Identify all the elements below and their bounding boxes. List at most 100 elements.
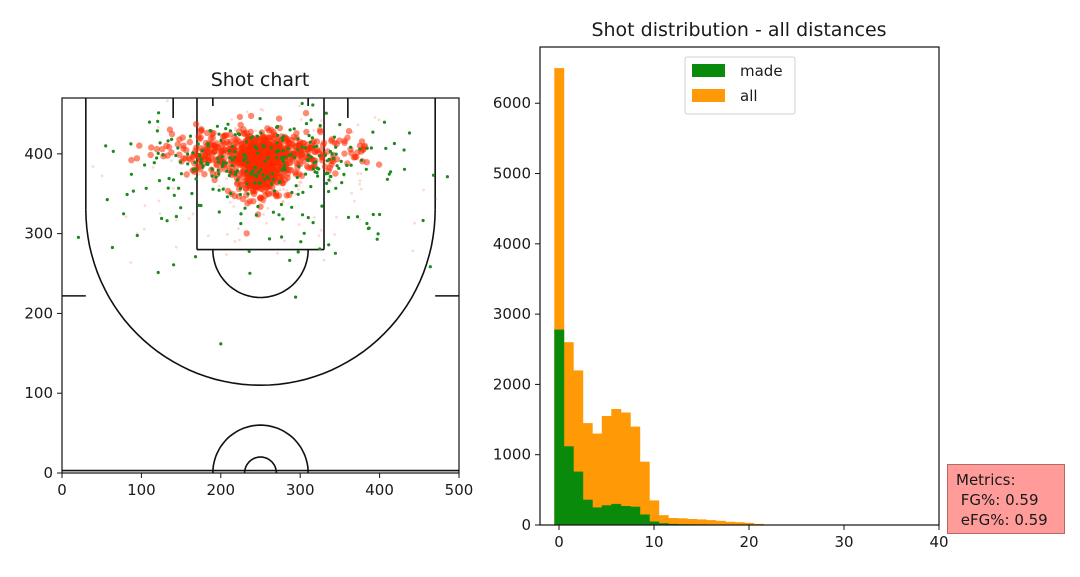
shot-point (91, 165, 95, 168)
made-shot-point (281, 217, 285, 221)
shot-point (317, 128, 324, 136)
made-shot-point (256, 151, 260, 155)
shot-point (353, 153, 360, 161)
hist-bar-made (582, 499, 593, 525)
made-shot-point (221, 160, 225, 164)
made-shot-point (281, 138, 285, 142)
hist-bar-all (592, 433, 603, 525)
made-shot-point (243, 206, 247, 210)
made-shot-point (262, 177, 267, 181)
made-shot-point (217, 132, 221, 136)
made-shot-point (445, 175, 449, 179)
hist-bar-all (620, 412, 631, 525)
shot-point (299, 139, 307, 147)
shot-point (303, 128, 310, 136)
shot-point (297, 184, 301, 188)
made-shot-point (194, 167, 198, 171)
made-shot-point (327, 243, 331, 247)
hist-bar-all (582, 423, 593, 525)
y-tick-label: 6000 (493, 94, 531, 112)
made-shot-point (327, 189, 331, 194)
made-shot-point (302, 231, 306, 235)
shot-point (281, 200, 285, 204)
x-tick-label: 0 (554, 533, 564, 551)
made-shot-point (299, 240, 303, 244)
made-shot-point (245, 182, 249, 186)
x-tick-label: 30 (834, 533, 853, 551)
made-shot-point (330, 152, 334, 156)
shot-point (142, 227, 146, 231)
shot-point (413, 221, 416, 225)
made-shot-point (328, 174, 332, 178)
shot-point (265, 221, 268, 225)
made-shot-point (206, 144, 210, 148)
shot-point (232, 147, 235, 151)
hist-bar-all (658, 515, 669, 525)
made-shot-point (190, 191, 194, 196)
shot-point (227, 161, 231, 165)
made-shot-point (217, 188, 221, 192)
shot-point (233, 180, 241, 188)
y-tick-label: 100 (24, 384, 53, 402)
shot-point (237, 121, 244, 129)
made-shot-point (244, 169, 249, 173)
made-shot-point (275, 156, 279, 160)
made-shot-point (328, 149, 332, 154)
shot-point (321, 163, 329, 170)
shot-point (332, 170, 339, 177)
made-shot-point (254, 213, 258, 217)
made-shot-point (199, 157, 203, 161)
made-shot-point (194, 177, 198, 181)
made-shot-point (402, 148, 406, 152)
made-shot-point (428, 265, 432, 269)
shot-point (250, 190, 258, 197)
made-shot-point (317, 167, 321, 171)
made-shot-point (191, 151, 195, 155)
hist-bar-made (639, 514, 650, 525)
center-circle-outer (212, 424, 309, 473)
shot-point (143, 204, 147, 208)
hist-bar-all (668, 518, 679, 525)
made-shot-point (221, 187, 225, 191)
shot-point (196, 163, 203, 170)
made-shot-point (238, 187, 242, 191)
made-shot-point (104, 144, 108, 148)
made-shot-point (385, 177, 389, 181)
made-shot-point (144, 186, 148, 190)
made-shot-point (281, 149, 285, 153)
made-shot-point (217, 172, 221, 176)
shot-point (259, 133, 267, 140)
made-shot-point (236, 132, 240, 136)
shot-point (231, 134, 238, 141)
shot-point (319, 228, 323, 232)
made-shot-point (155, 156, 159, 160)
shot-point (317, 234, 321, 238)
made-shot-point (276, 133, 280, 137)
shot-point (294, 192, 298, 196)
made-shot-point (166, 139, 170, 143)
made-shot-point (230, 164, 234, 168)
made-shot-point (266, 156, 270, 160)
made-shot-point (201, 164, 205, 168)
made-shot-point (216, 156, 220, 161)
shot-point (286, 159, 294, 167)
shot-point (351, 130, 354, 134)
made-shot-point (407, 131, 412, 135)
y-tick-label: 2000 (493, 375, 531, 393)
shot-point (251, 140, 255, 144)
made-shot-point (280, 235, 284, 239)
shot-point (153, 145, 161, 153)
histogram-bars (554, 68, 774, 525)
made-shot-point (156, 119, 160, 123)
shot-point (174, 141, 181, 148)
made-shot-point (318, 247, 322, 251)
shot-point (319, 119, 323, 123)
made-shot-point (143, 163, 147, 167)
x-tick-label: 100 (127, 481, 156, 499)
legend-swatch-all (692, 89, 725, 102)
made-shot-point (210, 174, 214, 178)
histogram-legend: made all (684, 56, 796, 115)
shot-point (193, 144, 200, 151)
made-shot-point (316, 174, 320, 178)
shot-point (298, 172, 306, 179)
